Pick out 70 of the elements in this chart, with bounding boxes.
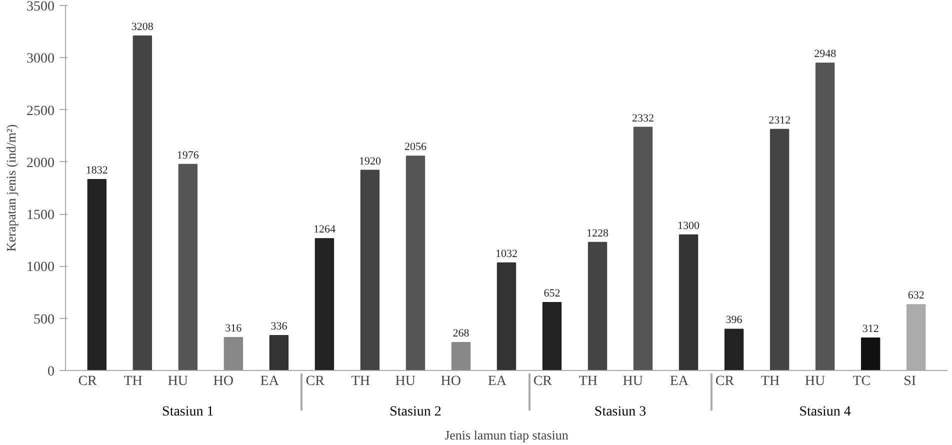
y-axis-title: Kerapatan jenis (ind/m²): [4, 124, 18, 252]
x-tick-label: TH: [760, 374, 780, 389]
data-label: 1264: [313, 224, 336, 236]
y-tick-label: 3500: [26, 0, 54, 14]
x-tick-label: SI: [904, 374, 916, 389]
x-tick-label: HU: [804, 374, 826, 389]
x-tick-label: TH: [124, 374, 142, 389]
x-tick-label: HU: [168, 374, 188, 389]
y-tick-label: 1500: [26, 208, 54, 224]
data-label: 316: [225, 322, 242, 335]
data-label: 336: [270, 320, 288, 332]
bar: [588, 242, 608, 370]
x-tick-label: HO: [440, 374, 462, 389]
y-tick-label: 500: [34, 312, 54, 328]
x-tick-label: TH: [351, 374, 370, 389]
y-tick-label: 2500: [26, 104, 54, 119]
x-tick-label: CR: [533, 374, 553, 389]
data-label: 632: [908, 290, 924, 302]
data-label: 1032: [496, 248, 518, 260]
x-tick-label: CR: [715, 374, 735, 389]
x-tick-label: EA: [488, 374, 508, 389]
data-label: 652: [544, 288, 560, 300]
data-label: 1920: [358, 155, 382, 168]
bar: [678, 234, 698, 370]
x-tick-label: TH: [578, 374, 598, 389]
bar: [633, 126, 653, 370]
data-label: 2948: [814, 48, 837, 60]
x-tick-label: HU: [622, 374, 644, 389]
data-label: 2332: [632, 112, 654, 124]
text: Stasiun 2: [390, 404, 442, 420]
data-label: 1832: [86, 164, 108, 176]
data-label: 2312: [768, 114, 791, 126]
bar: [224, 337, 244, 370]
y-tick-label: 0: [48, 364, 54, 380]
bar: [770, 128, 790, 370]
bar: [178, 164, 198, 370]
x-tick-label: HO: [213, 374, 234, 389]
data-label: 1228: [586, 227, 610, 240]
bar: [724, 328, 744, 370]
x-tick-label: CR: [306, 374, 326, 389]
bar: [132, 35, 152, 370]
bar: [815, 62, 835, 370]
data-label: 3208: [131, 20, 154, 33]
x-tick-label: CR: [78, 374, 98, 389]
text: Stasiun 4: [799, 404, 851, 420]
text: Stasiun 1: [162, 404, 214, 420]
data-label: 1300: [678, 220, 700, 232]
x-axis-title: Jenis lamun tiap stasiun: [444, 428, 569, 442]
x-tick-label: TC: [852, 374, 871, 389]
bar: [314, 238, 334, 370]
y-tick-label: 3000: [26, 52, 54, 67]
bar: [406, 156, 426, 370]
data-label: 1976: [176, 149, 200, 162]
x-tick-label: EA: [670, 374, 690, 389]
data-label: 396: [726, 314, 743, 326]
data-label: 312: [862, 322, 879, 335]
bar: [269, 334, 289, 370]
y-tick-label: 2000: [26, 156, 54, 171]
y-tick-label: 1000: [26, 260, 54, 276]
x-tick-label: HU: [395, 374, 416, 389]
text: Stasiun 3: [594, 404, 646, 420]
x-tick-label: EA: [260, 374, 280, 389]
bar: [87, 178, 107, 370]
bar: [542, 302, 562, 370]
data-label: 268: [452, 328, 470, 340]
bar: [496, 262, 516, 370]
bar: [451, 342, 471, 370]
bar: [360, 170, 380, 370]
bar: [860, 337, 880, 370]
data-label: 2056: [404, 141, 427, 154]
